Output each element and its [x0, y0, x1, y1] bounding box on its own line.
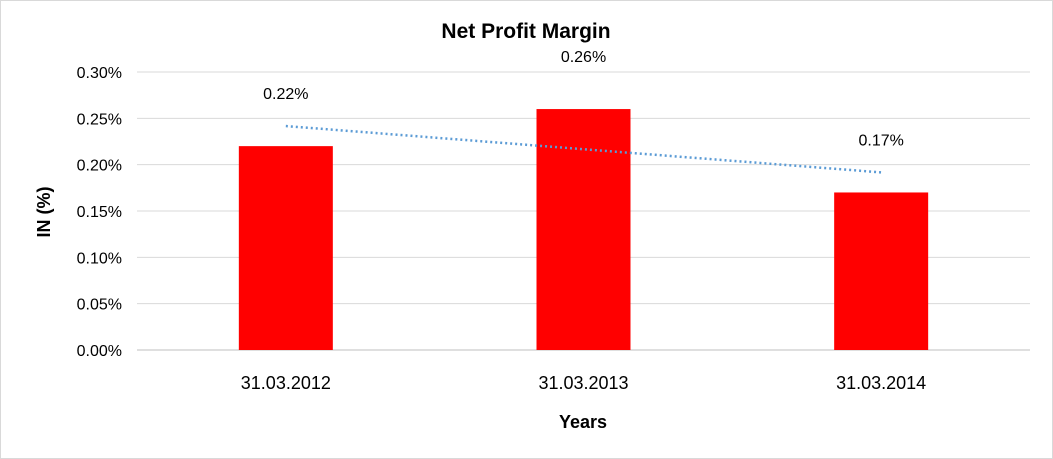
bar-31.03.2012: [238, 146, 333, 350]
y-tick-label: 0.15%: [77, 204, 122, 221]
y-tick-label: 0.00%: [77, 343, 122, 360]
data-label: 0.26%: [561, 49, 606, 66]
x-axis-title: Years: [559, 412, 607, 432]
x-tick-label: 31.03.2014: [836, 373, 926, 393]
y-tick-label: 0.05%: [77, 297, 122, 314]
data-label: 0.22%: [263, 86, 308, 103]
x-tick-labels: 31.03.2012 31.03.2013 31.03.2014: [241, 373, 926, 393]
x-tick-label: 31.03.2012: [241, 373, 331, 393]
y-tick-label: 0.30%: [77, 65, 122, 82]
y-tick-label: 0.20%: [77, 158, 122, 175]
y-tick-label: 0.10%: [77, 250, 122, 267]
x-tick-label: 31.03.2013: [538, 373, 628, 393]
bar-31.03.2013: [536, 109, 631, 350]
y-tick-labels: 0.00% 0.05% 0.10% 0.15% 0.20% 0.25% 0.30%: [77, 65, 122, 360]
y-tick-label: 0.25%: [77, 111, 122, 128]
bar-31.03.2014: [834, 192, 929, 350]
chart-title: Net Profit Margin: [441, 20, 610, 43]
bars: [238, 109, 929, 350]
data-label: 0.17%: [858, 132, 903, 149]
data-labels: 0.22% 0.26% 0.17%: [263, 49, 904, 149]
y-axis-title: IN (%): [34, 187, 54, 238]
